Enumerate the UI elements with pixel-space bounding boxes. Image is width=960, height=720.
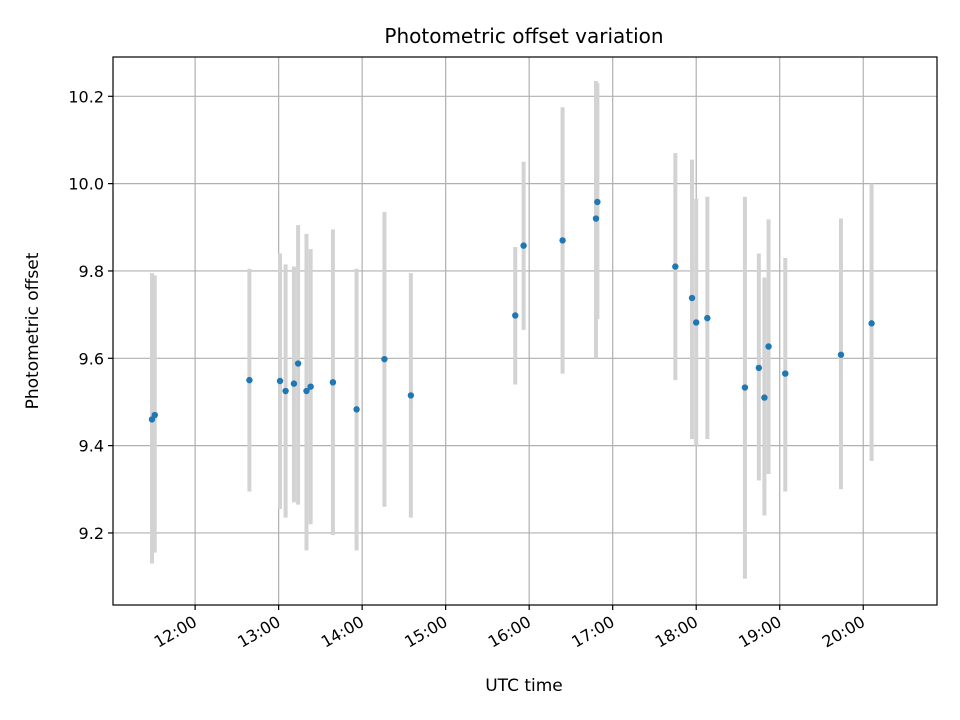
data-point <box>520 242 527 249</box>
data-point <box>381 355 388 363</box>
data-point <box>294 360 302 367</box>
data-point <box>246 376 253 384</box>
y-axis: 9.2 9.4 9.6 9.8 10.0 10.2 <box>68 87 113 543</box>
data-point <box>688 294 696 302</box>
x-axis-title: UTC time <box>485 676 563 696</box>
data-point <box>837 351 845 358</box>
chart-title: Photometric offset variation <box>384 24 663 48</box>
plot-area-frame <box>112 56 938 606</box>
data-point <box>307 383 314 390</box>
data-point <box>741 384 749 391</box>
data-point <box>329 379 337 386</box>
data-point <box>672 263 679 270</box>
data-point <box>693 319 700 326</box>
y-tick-label: 9.4 <box>79 437 104 456</box>
data-point <box>290 380 298 387</box>
y-axis-title: Photometric offset <box>23 252 43 409</box>
data-point <box>755 364 763 372</box>
y-tick-label: 10.2 <box>68 87 104 106</box>
y-tick-label: 9.8 <box>79 262 104 281</box>
data-point <box>512 312 519 319</box>
y-tick-label: 10.0 <box>68 175 104 194</box>
data-point <box>282 387 289 395</box>
data-point <box>276 377 284 385</box>
y-tick-label: 9.2 <box>79 524 104 543</box>
data-point <box>761 394 768 401</box>
data-point <box>592 215 600 222</box>
data-point <box>151 411 158 419</box>
data-point <box>594 198 601 206</box>
data-point <box>353 406 360 413</box>
data-point <box>407 392 415 399</box>
data-point <box>704 314 711 322</box>
data-point <box>765 343 772 350</box>
data-point <box>782 370 789 377</box>
data-point <box>868 320 875 327</box>
y-tick-label: 9.6 <box>79 349 104 368</box>
data-point <box>303 387 310 395</box>
data-point <box>559 237 566 244</box>
data-points <box>148 198 875 423</box>
